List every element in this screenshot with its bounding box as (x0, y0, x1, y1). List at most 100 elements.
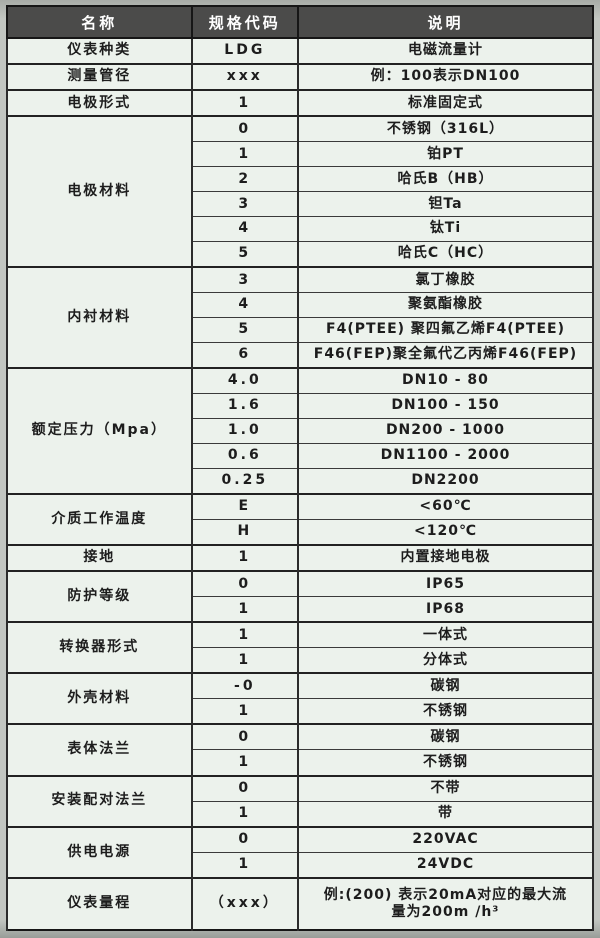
group-name-cell: 供电电源 (6, 825, 193, 879)
code-cell: 1 (190, 647, 299, 674)
desc-cell: IP65 (296, 570, 595, 598)
code-cell: 4 (190, 292, 299, 319)
desc-cell: 哈氏C（HC） (296, 241, 595, 268)
table-row: 安装配对法兰 0 不带 (6, 774, 595, 828)
table-row: 1 24VDC (7, 851, 595, 879)
desc-cell: 例：100表示DN100 (296, 63, 595, 91)
group-name-cell: 转换器形式 (6, 621, 193, 674)
code-cell: 3 (190, 191, 299, 218)
code-cell: E (190, 493, 299, 521)
group-name-cell: 表体法兰 (6, 723, 193, 777)
table-row: 1 不锈钢 (7, 749, 595, 776)
group-name-cell: 外壳材料 (6, 672, 193, 725)
desc-cell: 碳钢 (296, 723, 595, 751)
table-row: 4 钛Ti (7, 216, 595, 243)
desc-cell: F46(FEP)聚全氟代乙丙烯F46(FEP) (296, 342, 595, 369)
table-row: 0.6 DN1100 - 2000 (7, 443, 595, 470)
group-name-cell: 额定压力（Mpa） (6, 367, 193, 495)
desc-cell: <60℃ (296, 493, 595, 521)
spec-table: 名称 规格代码 说明 仪表种类 LDG 电磁流量计 测量管径 xxx 例：100表示DN1… (6, 5, 595, 931)
code-cell: 1 (190, 141, 299, 168)
group-name-cell: 介质工作温度 (6, 493, 193, 546)
table-row: 5 哈氏C（HC） (7, 241, 595, 268)
code-cell: 0 (190, 774, 299, 802)
desc-cell: DN100 - 150 (296, 393, 595, 420)
spec-table-body: 仪表种类 LDG 电磁流量计 测量管径 xxx 例：100表示DN100 电极形式 1 标准固定… (6, 37, 595, 931)
desc-cell: 不带 (296, 774, 595, 802)
code-cell: 1 (190, 698, 299, 725)
table-row: 1 IP68 (7, 596, 595, 623)
desc-cell: 钽Ta (296, 191, 595, 218)
desc-cell: 24VDC (296, 851, 595, 879)
table-row: 1.6 DN100 - 150 (7, 393, 595, 420)
desc-cell: 聚氨酯橡胶 (296, 292, 595, 319)
code-cell: 2 (190, 166, 299, 193)
table-row: 转换器形式 1 一体式 (6, 621, 595, 674)
code-cell: 1 (190, 544, 299, 572)
desc-cell: 220VAC (296, 825, 595, 853)
code-cell: 6 (190, 342, 299, 369)
group-name-cell: 电极材料 (6, 115, 193, 268)
code-cell: 1 (190, 749, 299, 776)
desc-cell: 不锈钢（316L） (296, 115, 595, 143)
table-row: 仪表量程 （xxx） 例:(200) 表示20mA对应的最大流量为200m /h³ (6, 877, 595, 931)
desc-cell: DN10 - 80 (296, 367, 595, 395)
desc-cell: <120℃ (296, 519, 595, 546)
code-cell: 0 (190, 570, 299, 598)
desc-cell: 一体式 (296, 621, 595, 649)
desc-cell: IP68 (296, 596, 595, 623)
group-name-cell: 防护等级 (6, 570, 193, 623)
desc-cell: 内置接地电极 (296, 544, 595, 572)
desc-cell: 不锈钢 (296, 698, 595, 725)
table-row: 防护等级 0 IP65 (6, 570, 595, 623)
code-cell: 0 (190, 723, 299, 751)
table-row: 接地 1 内置接地电极 (6, 544, 595, 572)
code-cell: xxx (190, 63, 299, 91)
table-row: 3 钽Ta (7, 191, 595, 218)
code-cell: 0 (190, 115, 299, 143)
group-name-cell: 仪表种类 (6, 37, 193, 65)
table-row: 5 F4(PTEE) 聚四氟乙烯F4(PTEE) (7, 317, 595, 344)
table-header: 名称 规格代码 说明 (6, 6, 595, 39)
table-row: H <120℃ (7, 519, 595, 546)
group-name-cell: 仪表量程 (6, 877, 193, 931)
code-cell: 4.0 (190, 367, 299, 395)
desc-cell: 哈氏B（HB） (296, 166, 595, 193)
desc-cell: 标准固定式 (296, 89, 595, 117)
group-name-cell: 接地 (6, 544, 193, 572)
code-cell: 1 (190, 89, 299, 117)
code-cell: 1 (190, 621, 299, 649)
table-row: 测量管径 xxx 例：100表示DN100 (6, 63, 595, 91)
table-row: 额定压力（Mpa） 4.0 DN10 - 80 (6, 367, 595, 495)
table-row: 仪表种类 LDG 电磁流量计 (6, 37, 595, 65)
desc-cell: 带 (296, 800, 595, 828)
code-cell: 5 (190, 241, 299, 268)
header-code: 规格代码 (190, 6, 299, 39)
group-name-cell: 安装配对法兰 (6, 774, 193, 828)
table-row: 电极形式 1 标准固定式 (6, 89, 595, 117)
table-row: 0.25 DN2200 (7, 468, 595, 495)
desc-cell: DN1100 - 2000 (296, 443, 595, 470)
table-row: 介质工作温度 E <60℃ (6, 493, 595, 546)
group-name-cell: 内衬材料 (6, 266, 193, 369)
code-cell: 1 (190, 596, 299, 623)
desc-cell: 铂PT (296, 141, 595, 168)
code-cell: -0 (190, 672, 299, 700)
table-row: 内衬材料 3 氯丁橡胶 (6, 266, 595, 369)
table-row: 2 哈氏B（HB） (7, 166, 595, 193)
code-cell: （xxx） (190, 877, 299, 931)
header-row: 名称 规格代码 说明 (6, 6, 595, 39)
code-cell: 1 (190, 851, 299, 879)
code-cell: 0.25 (190, 468, 299, 495)
table-row: 表体法兰 0 碳钢 (6, 723, 595, 777)
desc-cell: DN200 - 1000 (296, 418, 595, 445)
code-cell: H (190, 519, 299, 546)
desc-cell: 分体式 (296, 647, 595, 674)
table-row: 6 F46(FEP)聚全氟代乙丙烯F46(FEP) (7, 342, 595, 369)
code-cell: LDG (190, 37, 299, 65)
code-cell: 3 (190, 266, 299, 294)
table-row: 1.0 DN200 - 1000 (7, 418, 595, 445)
desc-cell: 碳钢 (296, 672, 595, 700)
table-row: 外壳材料 -0 碳钢 (6, 672, 595, 725)
